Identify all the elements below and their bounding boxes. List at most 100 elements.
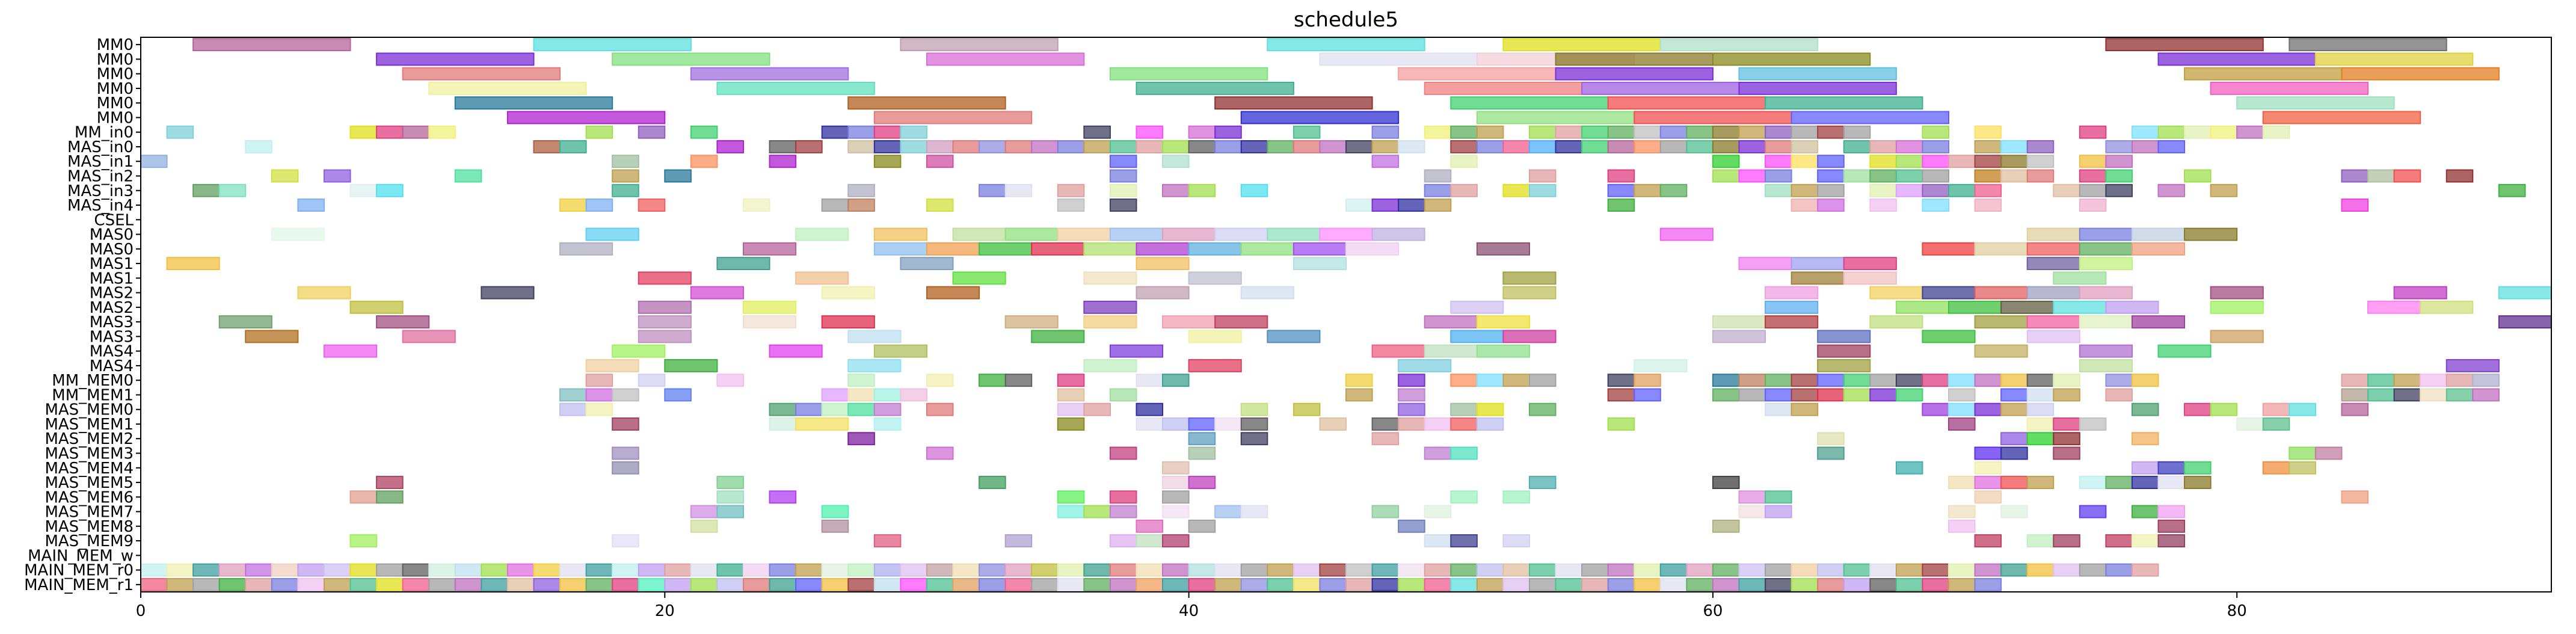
task-bar [638, 577, 666, 591]
task-bar [1712, 563, 1740, 577]
task-bar [847, 359, 902, 372]
task-bar [716, 81, 875, 95]
task-bar [1895, 183, 1923, 197]
task-bar [1948, 183, 1976, 197]
row-label: MAS_in4 [67, 197, 134, 215]
task-bar [2367, 169, 2395, 183]
task-bar [716, 476, 745, 489]
task-bar [821, 286, 875, 300]
task-bar [559, 402, 587, 416]
task-bar [1686, 563, 1714, 577]
task-bar [2131, 432, 2159, 446]
task-bar [2262, 111, 2421, 125]
task-bar [1371, 432, 1400, 446]
task-bar [1974, 242, 2028, 256]
task-bar [1502, 534, 1530, 548]
task-bar [1974, 476, 2002, 489]
task-bar [873, 563, 902, 577]
task-bar [1293, 402, 1321, 416]
task-bar [847, 199, 875, 212]
task-bar [1162, 155, 1190, 168]
task-bar [1607, 577, 1635, 591]
task-bar [559, 242, 613, 256]
task-bar [1869, 315, 1923, 329]
task-bar [638, 330, 692, 343]
task-bar [1738, 388, 1766, 402]
task-bar [979, 374, 1006, 387]
task-bar [612, 388, 639, 402]
task-bar [1817, 330, 1871, 343]
task-bar [323, 169, 351, 183]
task-bar [323, 563, 351, 577]
task-bar [1240, 432, 1268, 446]
task-bar [769, 344, 823, 358]
task-bar [1345, 563, 1373, 577]
task-bar [612, 169, 639, 183]
task-bar [926, 577, 954, 591]
task-bar [1974, 140, 2002, 153]
task-bar [1869, 563, 1897, 577]
task-bar [2053, 432, 2080, 446]
task-bar [271, 577, 299, 591]
task-bar [1109, 534, 1137, 548]
task-bar [1765, 490, 1792, 504]
task-bar [664, 577, 692, 591]
task-bar [612, 155, 639, 168]
row-label: MAS0 [90, 241, 134, 259]
task-bar [1659, 125, 1688, 139]
task-bar [1765, 155, 1792, 168]
task-bar [2026, 417, 2055, 431]
task-bar [1922, 183, 1950, 197]
task-bar [559, 577, 587, 591]
task-bar [1136, 125, 1164, 139]
task-bar [926, 374, 954, 387]
plot-frame [140, 37, 2552, 592]
task-bar [1607, 169, 1635, 183]
task-bar [323, 344, 378, 358]
task-bar [1712, 155, 1740, 168]
task-bar [2079, 169, 2107, 183]
task-bar [1214, 577, 1242, 591]
task-bar [1869, 140, 1897, 153]
task-bar [323, 577, 351, 591]
task-bar [2393, 286, 2447, 300]
task-bar [1319, 577, 1347, 591]
task-bar [1765, 169, 1792, 183]
task-bar [1738, 577, 1766, 591]
task-bar [1424, 563, 1452, 577]
task-bar [2000, 476, 2028, 489]
task-bar [1057, 490, 1085, 504]
task-bar [1659, 140, 1688, 153]
task-bar [376, 476, 404, 489]
row-label: MAS_MEM8 [45, 518, 134, 536]
task-bar [769, 417, 797, 431]
task-bar [979, 476, 1006, 489]
task-bar [192, 38, 351, 52]
task-bar [428, 563, 456, 577]
task-bar [1581, 140, 1609, 153]
task-bar [1895, 374, 1923, 387]
task-bar [506, 577, 535, 591]
task-bar [2157, 505, 2186, 519]
task-bar [1528, 577, 1557, 591]
task-bar [2131, 534, 2159, 548]
row-label: MAS1 [90, 269, 134, 288]
task-bar [2367, 374, 2395, 387]
task-bar [2026, 227, 2080, 241]
task-bar [847, 388, 875, 402]
task-bar [1004, 140, 1033, 153]
task-bar [1712, 125, 1740, 139]
task-bar [1109, 563, 1137, 577]
task-bar [2341, 490, 2369, 504]
task-bar [664, 388, 692, 402]
task-bar [1057, 505, 1085, 519]
task-bar [1083, 577, 1111, 591]
task-bar [2289, 402, 2316, 416]
task-bar [1371, 125, 1400, 139]
row-label: MM_MEM0 [52, 372, 134, 390]
task-bar [690, 563, 718, 577]
task-bar [2157, 344, 2212, 358]
task-bar [2079, 199, 2107, 212]
task-bar [1476, 344, 1530, 358]
task-bar [821, 577, 849, 591]
